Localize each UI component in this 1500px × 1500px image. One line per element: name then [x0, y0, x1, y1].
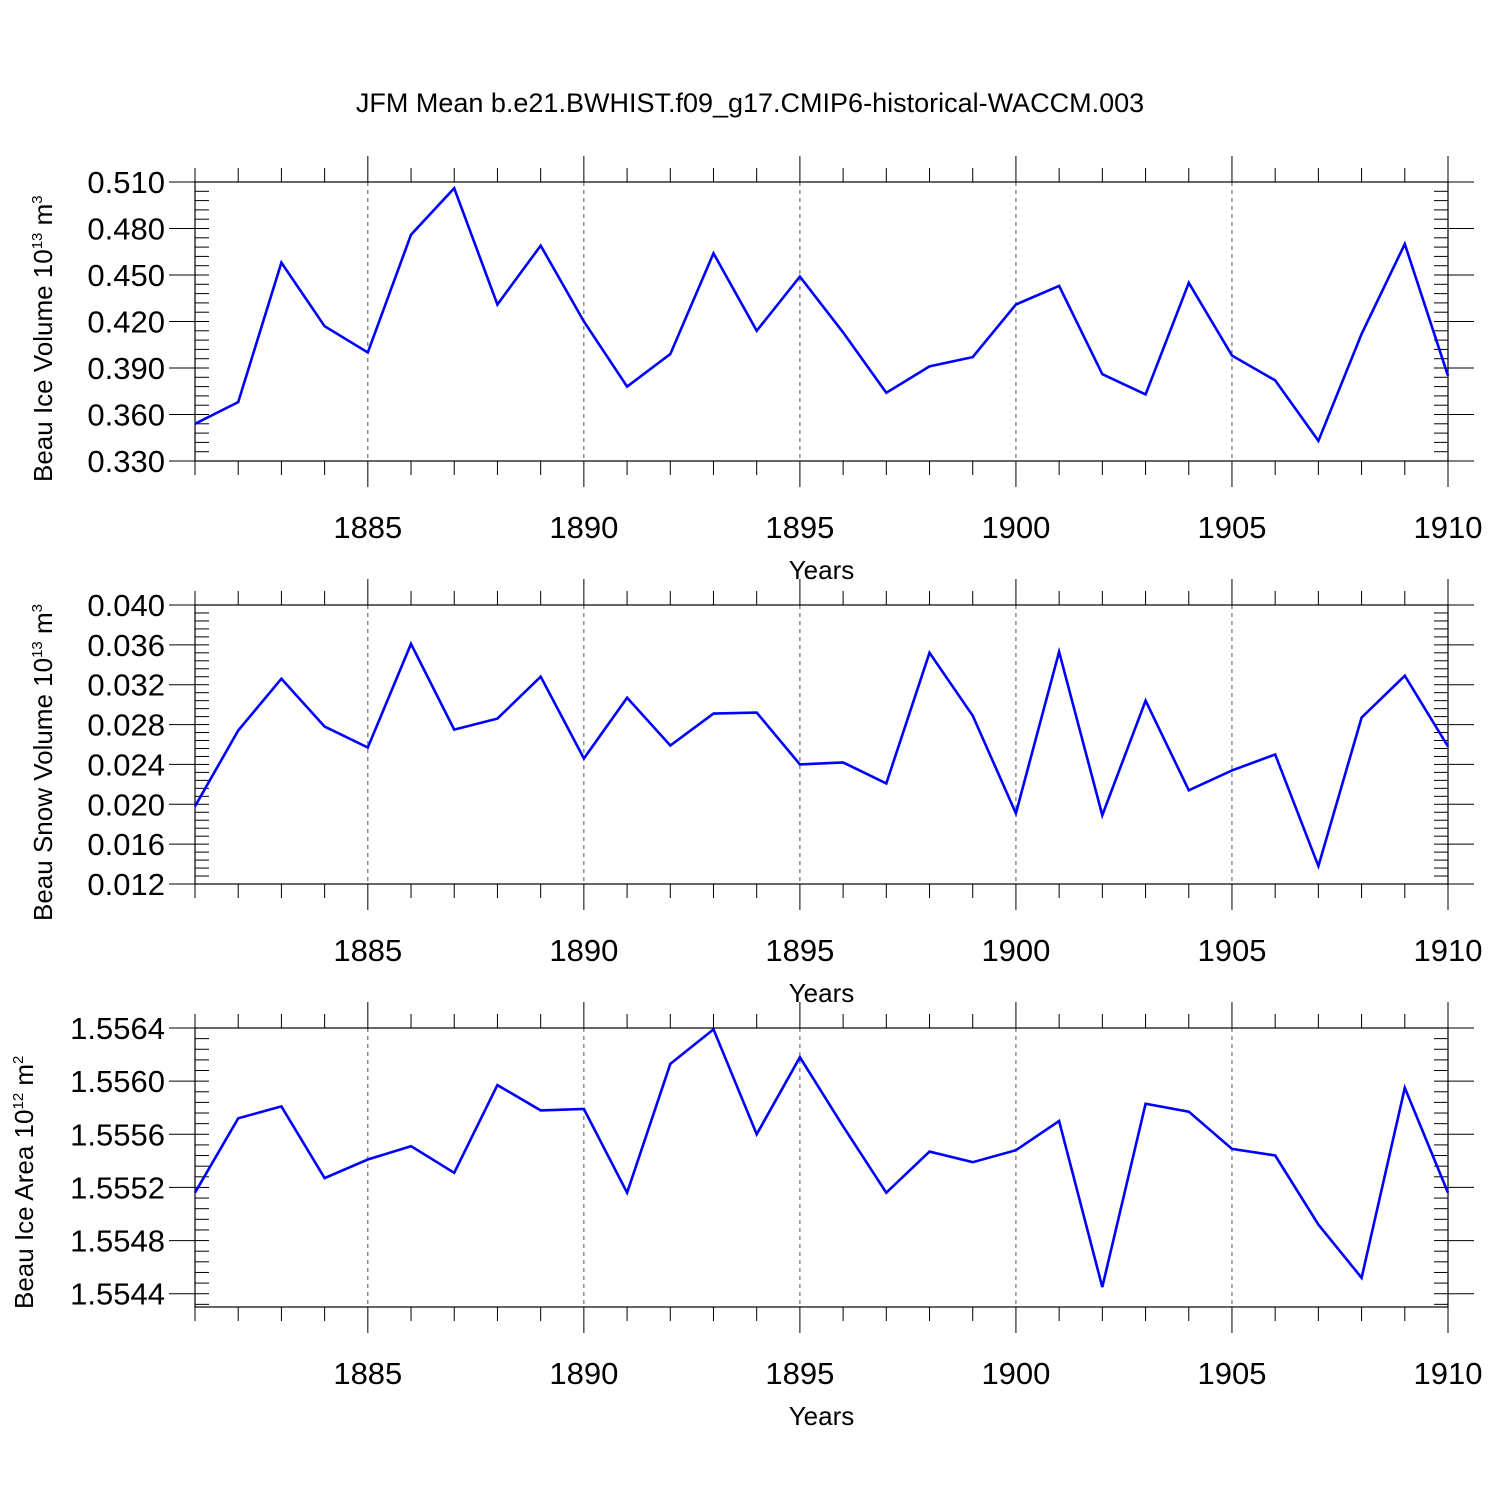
x-tick-label-1910: 1910 — [1414, 510, 1483, 545]
x-tick-label-1905: 1905 — [1197, 510, 1266, 545]
y-tick-label: 0.032 — [87, 668, 165, 703]
y-tick-label: 0.360 — [87, 398, 165, 433]
y-tick-label: 1.5556 — [70, 1117, 165, 1152]
series-line — [193, 1027, 1450, 1288]
y-tick-label: 0.020 — [87, 787, 165, 822]
series-line — [193, 640, 1450, 871]
y-tick-label: 0.480 — [87, 212, 165, 247]
y-tick-label: 0.024 — [87, 747, 165, 782]
y-tick-label: 1.5560 — [70, 1064, 165, 1099]
y-tick-label: 0.040 — [87, 588, 165, 623]
y-tick-label: 0.510 — [87, 165, 165, 200]
x-tick-label-1885: 1885 — [333, 1356, 402, 1391]
x-tick-label-1895: 1895 — [765, 510, 834, 545]
y-tick-label: 0.390 — [87, 351, 165, 386]
x-tick-label-1900: 1900 — [981, 510, 1050, 545]
x-tick-label-1900: 1900 — [981, 933, 1050, 968]
y-tick-label: 0.036 — [87, 628, 165, 663]
y-tick-label: 0.028 — [87, 708, 165, 743]
y-tick-label: 1.5564 — [70, 1011, 165, 1046]
y-tick-label: 1.5548 — [70, 1224, 165, 1259]
y-tick-label: 1.5544 — [70, 1277, 165, 1312]
plot-frame — [194, 1027, 1449, 1308]
x-tick-label-1910: 1910 — [1414, 1356, 1483, 1391]
x-tick-label-1885: 1885 — [333, 510, 402, 545]
plot-frame — [194, 181, 1449, 462]
x-axis-label: Years — [789, 978, 855, 1008]
x-tick-label-1890: 1890 — [549, 933, 618, 968]
plot-frame — [194, 604, 1449, 885]
x-tick-label-1900: 1900 — [981, 1356, 1050, 1391]
x-tick-label-1905: 1905 — [1197, 1356, 1266, 1391]
x-tick-label-1895: 1895 — [765, 1356, 834, 1391]
x-axis-label: Years — [789, 1401, 855, 1431]
x-tick-label-1895: 1895 — [765, 933, 834, 968]
x-tick-label-1890: 1890 — [549, 510, 618, 545]
y-tick-label: 0.012 — [87, 867, 165, 902]
series-line — [194, 185, 1450, 444]
x-axis-label: Years — [789, 555, 855, 585]
x-tick-label-1885: 1885 — [333, 933, 402, 968]
y-tick-label: 0.330 — [87, 444, 165, 479]
y-tick-label: 0.016 — [87, 827, 165, 862]
x-tick-label-1910: 1910 — [1414, 933, 1483, 968]
y-tick-label: 0.420 — [87, 305, 165, 340]
y-tick-label: 0.450 — [87, 258, 165, 293]
x-tick-label-1905: 1905 — [1197, 933, 1266, 968]
y-tick-label: 1.5552 — [70, 1170, 165, 1205]
x-tick-label-1890: 1890 — [549, 1356, 618, 1391]
figure-title: JFM Mean b.e21.BWHIST.f09_g17.CMIP6-hist… — [355, 88, 1145, 118]
